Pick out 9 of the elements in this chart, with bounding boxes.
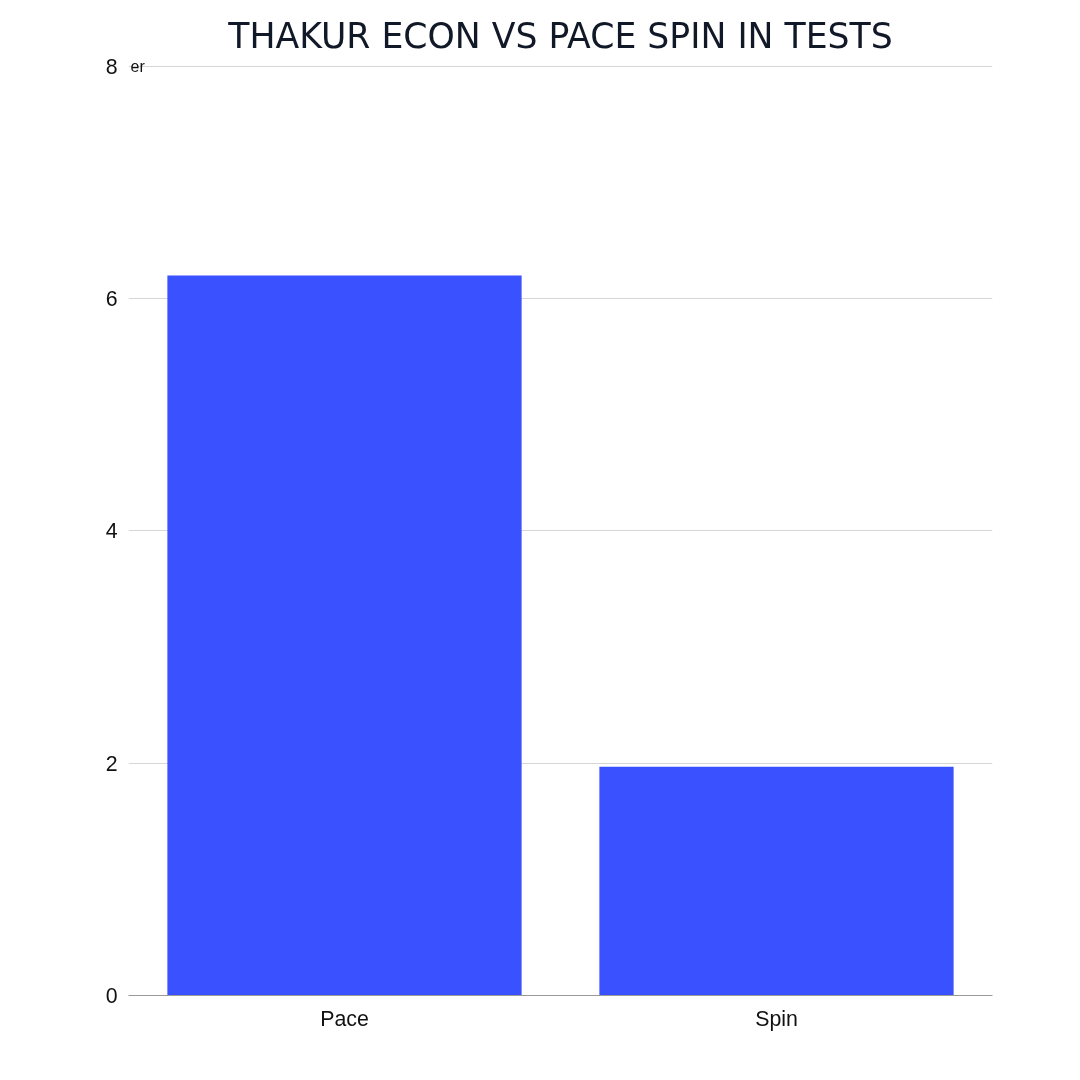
y-tick-label: 2: [105, 751, 118, 776]
y-tick-label: 8: [105, 54, 118, 79]
chart-title: THAKUR ECON VS PACE SPIN IN TESTS: [227, 15, 893, 56]
x-tick-label: Spin: [755, 1006, 798, 1031]
y-tick-label: 4: [105, 519, 118, 544]
x-tick-label: Pace: [320, 1006, 369, 1031]
y-tick-label: 0: [105, 984, 118, 1008]
y-axis-title: er: [130, 57, 146, 75]
y-tick-label: 6: [105, 287, 118, 312]
